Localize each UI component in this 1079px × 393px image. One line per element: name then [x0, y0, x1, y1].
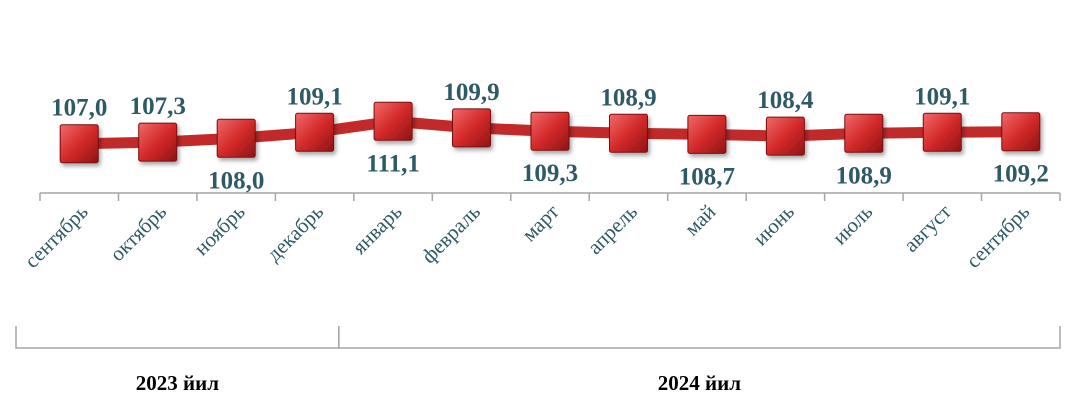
data-point-marker — [922, 112, 962, 152]
data-point-marker — [765, 116, 805, 156]
data-point-marker — [844, 113, 884, 153]
data-point-marker — [1001, 112, 1041, 152]
data-label: 108,7 — [679, 163, 735, 190]
x-tick-label: январь — [347, 200, 406, 259]
data-label: 108,0 — [208, 167, 264, 194]
x-tick-label: июнь — [748, 200, 799, 251]
year-group-bracket — [338, 326, 1061, 349]
data-label: 109,1 — [914, 83, 970, 110]
data-label: 107,3 — [130, 93, 186, 120]
x-tick-label: август — [899, 200, 956, 257]
data-point-marker — [687, 114, 727, 154]
x-tick-label: май — [680, 200, 721, 241]
x-tick-label: декабрь — [262, 200, 328, 266]
x-tick-label: апрель — [583, 200, 643, 260]
year-group-bracket — [15, 326, 340, 349]
year-group-label: 2023 йил — [136, 371, 219, 393]
x-tick-label: февраль — [417, 200, 486, 269]
x-tick-label: октябрь — [105, 200, 171, 266]
data-label: 109,1 — [286, 83, 342, 110]
data-point-marker — [609, 113, 648, 153]
data-label: 107,0 — [51, 95, 107, 122]
data-label: 109,2 — [993, 161, 1049, 188]
data-label: 109,9 — [443, 79, 499, 106]
data-label: 109,3 — [522, 160, 578, 187]
x-tick-label: июль — [828, 200, 878, 250]
year-group-label: 2024 йил — [658, 371, 741, 393]
data-label: 111,1 — [366, 150, 420, 177]
data-point-marker — [216, 118, 256, 158]
data-point-marker — [138, 122, 178, 162]
data-point-marker — [295, 112, 335, 152]
data-label: 108,9 — [836, 162, 892, 189]
data-point-marker — [59, 124, 99, 164]
x-tick-label: ноябрь — [189, 200, 250, 261]
data-label: 108,9 — [600, 84, 656, 111]
data-point-marker — [530, 111, 570, 151]
data-label: 108,4 — [757, 87, 814, 114]
data-point-marker — [452, 108, 491, 148]
x-tick-label: сентябрь — [961, 200, 1034, 273]
data-point-marker — [373, 101, 413, 141]
x-tick-label: сентябрь — [20, 200, 93, 273]
x-tick-label: март — [517, 200, 564, 247]
